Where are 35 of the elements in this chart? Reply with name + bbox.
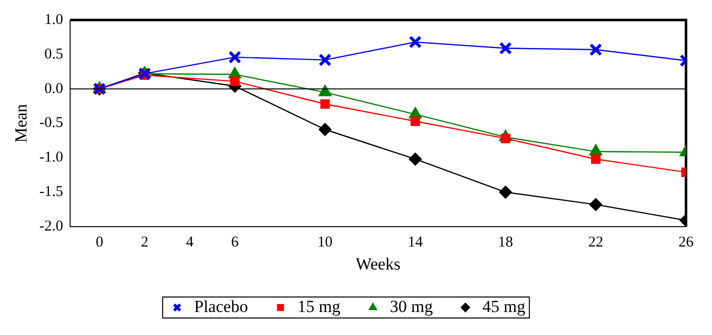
y-tick-label: -0.5 xyxy=(39,115,64,132)
x-tick-label: 22 xyxy=(588,234,604,251)
x-tick-label: 0 xyxy=(96,234,104,251)
y-tick-label: -2.0 xyxy=(39,218,64,235)
legend-label: 45 mg xyxy=(482,296,526,316)
point xyxy=(230,76,240,86)
point xyxy=(228,50,242,64)
legend-label: 15 mg xyxy=(297,296,341,316)
y-tick-label: -1.5 xyxy=(39,184,64,200)
point xyxy=(408,36,422,48)
point xyxy=(320,99,330,109)
legend-label: Placebo xyxy=(194,296,248,316)
x-tick-label: 26 xyxy=(678,234,694,251)
y-axis-title: Mean xyxy=(12,103,31,143)
point xyxy=(408,152,422,166)
y-tick-label: 1.0 xyxy=(44,12,64,28)
point xyxy=(499,42,512,55)
x-tick-label: 2 xyxy=(140,234,148,251)
point xyxy=(589,198,602,212)
x-tick-label: 14 xyxy=(408,234,424,251)
x-axis-title: Weeks xyxy=(356,254,401,274)
y-tick-label: 0.0 xyxy=(44,80,64,97)
point xyxy=(318,53,332,66)
x-tick-label: 18 xyxy=(498,234,514,251)
legend-label: 30 mg xyxy=(390,296,434,316)
point xyxy=(410,116,420,126)
point xyxy=(591,154,601,164)
point xyxy=(589,43,602,56)
point xyxy=(318,123,332,136)
y-tick-label: -1.0 xyxy=(39,150,64,166)
x-tick-label: 4 xyxy=(186,234,194,251)
y-tick-label: 0.5 xyxy=(44,46,64,62)
x-tick-label: 6 xyxy=(231,234,240,251)
x-tick-label: 10 xyxy=(318,234,333,251)
point xyxy=(499,186,512,199)
